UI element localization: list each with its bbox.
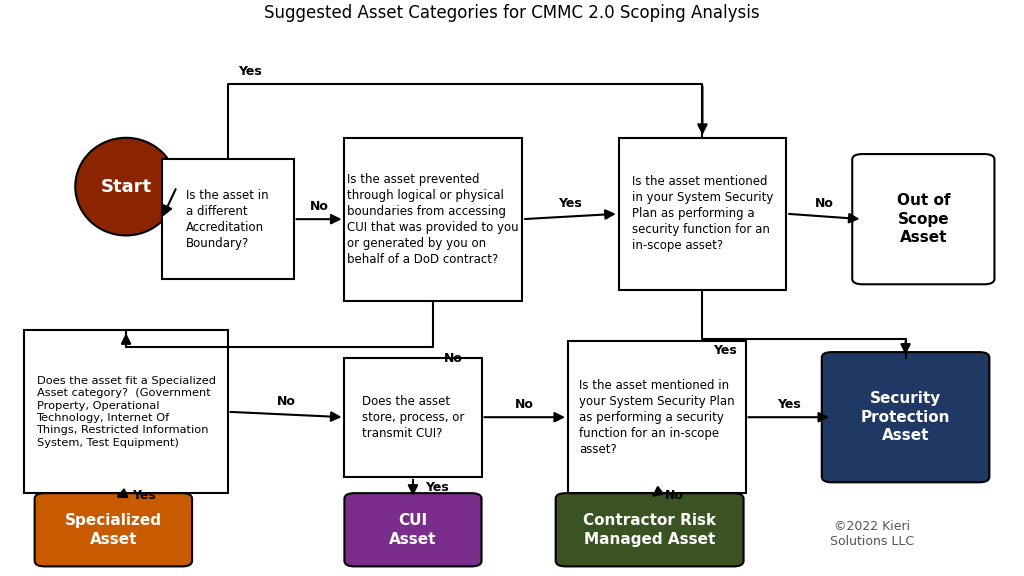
Text: Does the asset
store, process, or
transmit CUI?: Does the asset store, process, or transm… bbox=[361, 395, 464, 439]
Text: Contractor Risk
Managed Asset: Contractor Risk Managed Asset bbox=[583, 513, 716, 547]
FancyBboxPatch shape bbox=[344, 138, 522, 301]
Text: Yes: Yes bbox=[777, 397, 801, 411]
Text: ©2022 Kieri
Solutions LLC: ©2022 Kieri Solutions LLC bbox=[830, 520, 914, 548]
FancyBboxPatch shape bbox=[618, 138, 786, 290]
FancyBboxPatch shape bbox=[556, 493, 743, 566]
Title: Suggested Asset Categories for CMMC 2.0 Scoping Analysis: Suggested Asset Categories for CMMC 2.0 … bbox=[264, 4, 760, 22]
Text: Yes: Yes bbox=[713, 344, 736, 357]
Text: No: No bbox=[815, 197, 834, 210]
Text: No: No bbox=[515, 397, 535, 411]
Text: Is the asset mentioned in
your System Security Plan
as performing a security
fun: Is the asset mentioned in your System Se… bbox=[579, 378, 734, 456]
Text: No: No bbox=[309, 200, 329, 213]
Text: Out of
Scope
Asset: Out of Scope Asset bbox=[897, 193, 950, 245]
Text: Does the asset fit a Specialized
Asset category?  (Government
Property, Operatio: Does the asset fit a Specialized Asset c… bbox=[37, 376, 215, 448]
FancyBboxPatch shape bbox=[568, 341, 745, 493]
Text: Is the asset in
a different
Accreditation
Boundary?: Is the asset in a different Accreditatio… bbox=[186, 189, 269, 249]
Text: Yes: Yes bbox=[425, 481, 449, 494]
Text: No: No bbox=[443, 352, 462, 365]
FancyBboxPatch shape bbox=[35, 493, 193, 566]
FancyBboxPatch shape bbox=[162, 160, 294, 279]
FancyBboxPatch shape bbox=[344, 493, 481, 566]
FancyBboxPatch shape bbox=[822, 352, 989, 482]
Ellipse shape bbox=[75, 138, 177, 236]
FancyBboxPatch shape bbox=[852, 154, 994, 285]
Text: Is the asset mentioned
in your System Security
Plan as performing a
security fun: Is the asset mentioned in your System Se… bbox=[632, 175, 773, 252]
Text: Yes: Yes bbox=[558, 197, 583, 210]
Text: Is the asset prevented
through logical or physical
boundaries from accessing
CUI: Is the asset prevented through logical o… bbox=[347, 173, 519, 266]
Text: No: No bbox=[666, 490, 684, 502]
Text: Yes: Yes bbox=[238, 65, 261, 78]
Text: CUI
Asset: CUI Asset bbox=[389, 513, 436, 547]
FancyBboxPatch shape bbox=[344, 358, 481, 477]
Text: Start: Start bbox=[100, 177, 152, 196]
Text: Specialized
Asset: Specialized Asset bbox=[65, 513, 162, 547]
Text: No: No bbox=[276, 395, 296, 408]
Text: Yes: Yes bbox=[132, 490, 156, 502]
FancyBboxPatch shape bbox=[25, 331, 227, 493]
Text: Security
Protection
Asset: Security Protection Asset bbox=[861, 391, 950, 444]
